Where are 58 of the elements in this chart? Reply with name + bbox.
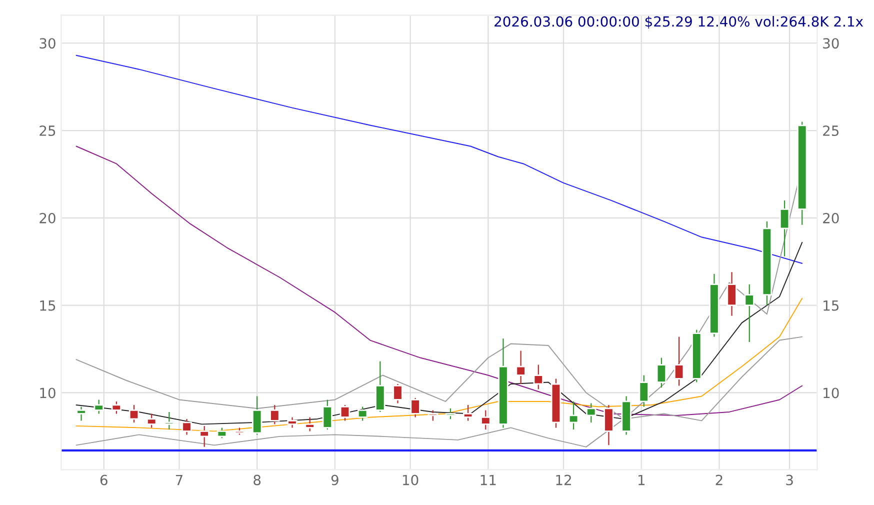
candlestick bbox=[146, 413, 157, 428]
x-tick-label: 2 bbox=[716, 474, 722, 486]
candlestick bbox=[392, 383, 403, 404]
candlestick bbox=[568, 400, 579, 430]
candlestick bbox=[252, 396, 262, 436]
y-tick-label: 20 bbox=[40, 212, 56, 224]
x-tick-label: 6 bbox=[100, 474, 108, 486]
candlestick bbox=[779, 200, 790, 257]
candlestick bbox=[656, 357, 667, 388]
line-series bbox=[76, 242, 803, 425]
candlestick bbox=[744, 284, 754, 343]
candlestick bbox=[270, 404, 280, 425]
candlestick bbox=[128, 404, 140, 424]
candlestick bbox=[516, 350, 526, 385]
x-tick-label: 3 bbox=[786, 474, 793, 486]
candlestick bbox=[462, 404, 474, 422]
x-tick-label: 11 bbox=[480, 474, 496, 486]
x-tick-label: 7 bbox=[176, 474, 182, 486]
candlestick bbox=[76, 406, 86, 422]
candlestick bbox=[111, 400, 122, 414]
candlestick bbox=[638, 374, 649, 408]
y-tick-label: 10 bbox=[40, 388, 56, 398]
y2-tick-label: 15 bbox=[824, 300, 839, 311]
candlestick bbox=[182, 418, 192, 436]
y2-tick-label: 25 bbox=[823, 125, 839, 136]
candlestick bbox=[357, 406, 368, 422]
y-tick-label: 25 bbox=[40, 125, 56, 136]
x-tick-label: 12 bbox=[556, 474, 571, 486]
candlestick bbox=[304, 416, 315, 432]
x-tick-label: 9 bbox=[331, 474, 338, 486]
candlestick bbox=[287, 416, 298, 428]
y2-tick-label: 10 bbox=[824, 388, 839, 398]
candlestick bbox=[445, 408, 456, 420]
chart-title: 2026.03.06 00:00:00 $25.29 12.40% vol:264.8K 2.1x bbox=[494, 16, 864, 29]
candlestick bbox=[428, 410, 438, 422]
x-tick-label: 8 bbox=[254, 474, 261, 486]
line-series bbox=[76, 336, 803, 448]
candlestick bbox=[480, 410, 491, 430]
candlestick bbox=[533, 364, 544, 390]
y2-tick-label: 20 bbox=[823, 212, 839, 224]
candlestick bbox=[340, 404, 350, 422]
line-series bbox=[76, 54, 803, 264]
y-tick-label: 30 bbox=[40, 38, 56, 49]
candlestick bbox=[322, 399, 333, 430]
line-series bbox=[76, 298, 803, 432]
candlestick bbox=[604, 404, 614, 446]
candlestick bbox=[216, 427, 228, 439]
candlestick bbox=[726, 272, 737, 316]
x-tick-label: 10 bbox=[402, 474, 418, 486]
candlestick bbox=[199, 425, 210, 448]
candlestick bbox=[410, 397, 420, 418]
candlestick bbox=[586, 402, 596, 424]
y2-tick-label: 30 bbox=[823, 38, 839, 49]
candlestick bbox=[94, 399, 104, 414]
candlestick bbox=[674, 336, 684, 386]
candlestick bbox=[164, 411, 174, 430]
x-tick-label: 1 bbox=[638, 474, 645, 486]
y-tick-label: 15 bbox=[40, 300, 56, 311]
